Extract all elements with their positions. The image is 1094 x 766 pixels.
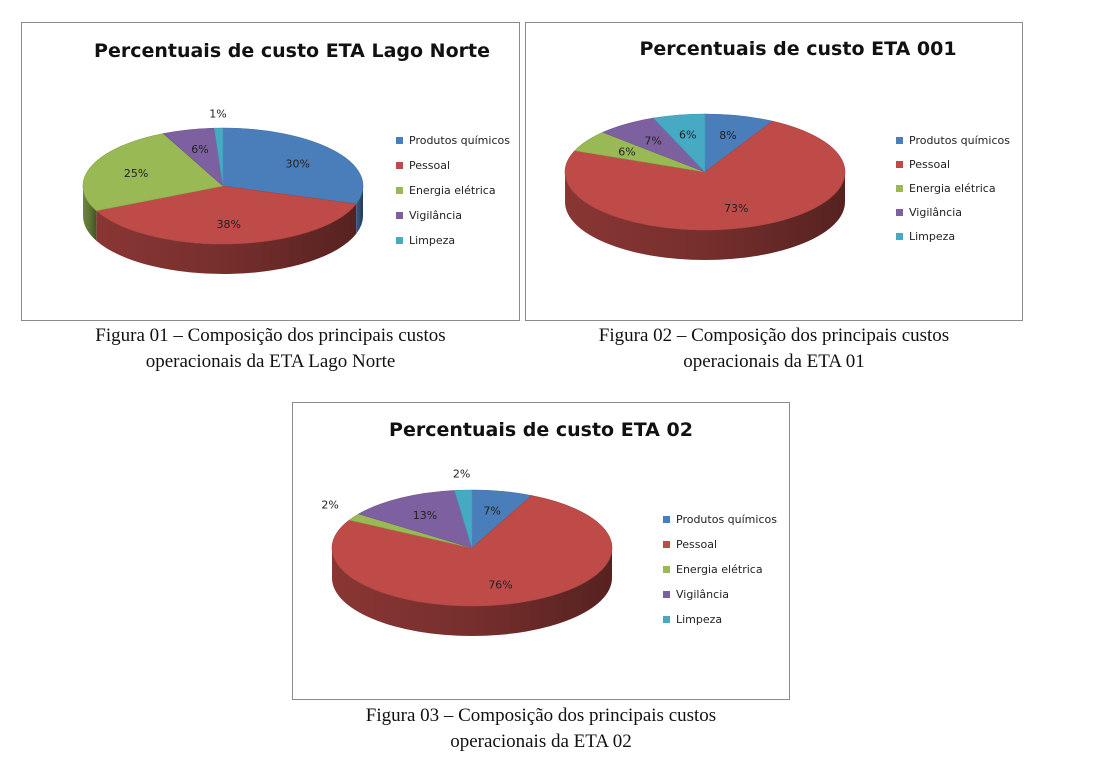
- legend-label: Vigilância: [676, 588, 729, 601]
- data-label: 7%: [644, 134, 661, 147]
- legend-swatch: [396, 237, 403, 244]
- figure-caption-3: Figura 03 – Composição dos principais cu…: [292, 703, 790, 755]
- data-labels: 8% 73% 6% 7% 6%: [618, 128, 748, 215]
- pie-slice-energia-el-trica: [82, 133, 224, 212]
- legend-label: Produtos químicos: [909, 134, 1010, 147]
- caption-line: Figura 03 – Composição dos principais cu…: [365, 705, 717, 726]
- pie-slice-produtos-qu-micos: [222, 127, 364, 205]
- pie-slice-side: [565, 172, 845, 260]
- legend-label: Limpeza: [909, 230, 955, 243]
- chart-legend: Produtos químicos Pessoal Energia elétrica…: [663, 513, 777, 626]
- data-label: 13%: [413, 509, 437, 522]
- pie-slice-limpeza: [652, 113, 706, 173]
- data-label: 6%: [191, 143, 208, 156]
- data-label: 1%: [209, 107, 226, 120]
- pie-slice-pessoal: [331, 495, 613, 607]
- legend-label: Energia elétrica: [676, 563, 763, 576]
- pie-slice-side: [83, 186, 97, 241]
- legend-swatch: [396, 187, 403, 194]
- caption-line: operacionais da ETA Lago Norte: [145, 351, 396, 372]
- data-label: 73%: [724, 202, 748, 215]
- legend-label: Energia elétrica: [409, 184, 496, 197]
- legend-swatch: [896, 161, 903, 168]
- pie-chart-eta-001: Percentuais de custo ETA 001 8% 73% 6% 7% 6% P…: [564, 38, 1010, 260]
- chart-legend: Produtos químicos Pessoal Energia elétrica…: [896, 134, 1010, 243]
- pie-slice-side: [332, 548, 612, 636]
- pie-top-faces: [331, 489, 613, 607]
- data-labels: 30% 38% 25% 6% 1%: [124, 107, 310, 231]
- pie-slice-limpeza: [213, 127, 224, 187]
- pie-top-faces: [564, 113, 846, 231]
- chart-legend: Produtos químicos Pessoal Energia elétrica…: [396, 134, 510, 247]
- caption-line: Figura 01 – Composição dos principais cu…: [95, 325, 446, 346]
- legend-label: Vigilância: [909, 206, 962, 219]
- legend-swatch: [663, 566, 670, 573]
- data-label: 6%: [679, 128, 696, 141]
- data-label: 76%: [488, 578, 512, 591]
- data-label: 8%: [719, 129, 736, 142]
- legend-swatch: [663, 516, 670, 523]
- legend-label: Produtos químicos: [409, 134, 510, 147]
- legend-swatch: [896, 185, 903, 192]
- pie-slice-pessoal: [95, 185, 357, 245]
- legend-swatch: [896, 137, 903, 144]
- legend-label: Vigilância: [409, 209, 462, 222]
- legend-label: Pessoal: [409, 159, 450, 172]
- pie-slice-side: [356, 186, 363, 234]
- legend-label: Limpeza: [676, 613, 722, 626]
- legend-swatch: [396, 162, 403, 169]
- chart-title: Percentuais de custo ETA Lago Norte: [94, 40, 490, 62]
- pie-side-walls: [565, 172, 845, 260]
- legend-swatch: [663, 591, 670, 598]
- chart-title: Percentuais de custo ETA 02: [389, 419, 693, 441]
- legend-swatch: [663, 541, 670, 548]
- legend-label: Pessoal: [909, 158, 950, 171]
- chart-panel-eta-02: Percentuais de custo ETA 02 7% 76% 2% 13% 2% P…: [292, 402, 790, 700]
- pie-slice-side: [96, 203, 357, 274]
- legend-swatch: [663, 616, 670, 623]
- pie-chart-eta-lago-norte: Percentuais de custo ETA Lago Norte 30% 38…: [82, 40, 510, 274]
- legend-swatch: [396, 212, 403, 219]
- data-labels: 7% 76% 2% 13% 2%: [321, 468, 512, 592]
- chart-panel-eta-001: Percentuais de custo ETA 001 8% 73% 6% 7% 6% P…: [525, 22, 1023, 321]
- pie-chart-eta-02: Percentuais de custo ETA 02 7% 76% 2% 13% 2% P…: [321, 419, 777, 636]
- data-label: 2%: [321, 499, 338, 512]
- legend-swatch: [396, 137, 403, 144]
- legend-label: Pessoal: [676, 538, 717, 551]
- pie-slice-pessoal: [564, 120, 846, 231]
- data-label: 25%: [124, 167, 148, 180]
- pie-slice-limpeza: [454, 489, 473, 549]
- legend-swatch: [896, 209, 903, 216]
- legend-swatch: [896, 233, 903, 240]
- pie-top-faces: [82, 127, 364, 245]
- legend-label: Produtos químicos: [676, 513, 777, 526]
- data-label: 6%: [618, 145, 635, 158]
- pie-side-walls: [83, 186, 363, 274]
- data-label: 2%: [453, 468, 470, 481]
- chart-panel-eta-lago-norte: Percentuais de custo ETA Lago Norte 30% 38…: [21, 22, 520, 321]
- data-label: 7%: [483, 505, 500, 518]
- caption-line: operacionais da ETA 01: [683, 351, 865, 372]
- chart-title: Percentuais de custo ETA 001: [639, 38, 956, 60]
- legend-label: Limpeza: [409, 234, 455, 247]
- figure-caption-1: Figura 01 – Composição dos principais cu…: [21, 323, 520, 375]
- pie-slice-vigil-ncia: [357, 490, 473, 549]
- data-label: 30%: [286, 157, 310, 170]
- pie-side-walls: [332, 548, 612, 636]
- legend-label: Energia elétrica: [909, 182, 996, 195]
- figure-caption-2: Figura 02 – Composição dos principais cu…: [525, 323, 1023, 375]
- data-label: 38%: [217, 218, 241, 231]
- caption-line: operacionais da ETA 02: [450, 731, 632, 752]
- caption-line: Figura 02 – Composição dos principais cu…: [598, 325, 950, 346]
